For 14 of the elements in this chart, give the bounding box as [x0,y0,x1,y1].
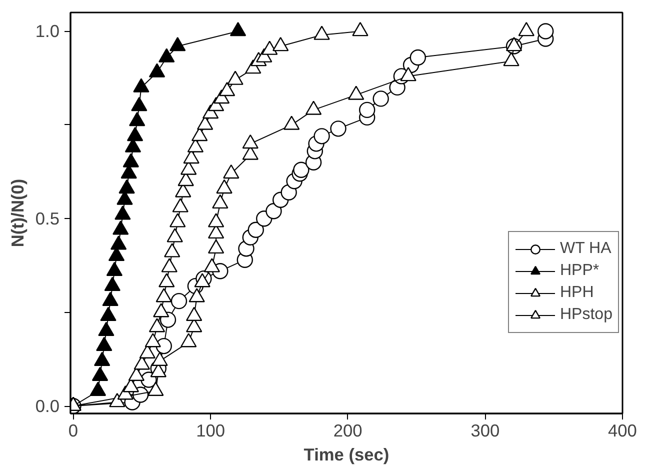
x-axis-title: Time (sec) [304,444,390,464]
y-tick-label: 1.0 [35,21,60,42]
x-tick-label: 300 [470,420,500,440]
x-tick-label: 200 [333,420,362,440]
y-tick-label: 0.0 [35,396,60,416]
legend-label: HPP* [560,262,600,280]
x-tick-label: 0 [68,420,78,440]
legend-label: HPH [560,284,594,302]
x-tick-label: 100 [196,420,226,440]
legend-label: HPstop [560,306,612,324]
legend-label: WT HA [560,240,612,258]
x-tick-label: 400 [608,420,637,440]
y-axis-title: N(t)/N(0) [7,178,28,248]
y-tick-label: 0.5 [35,208,60,229]
